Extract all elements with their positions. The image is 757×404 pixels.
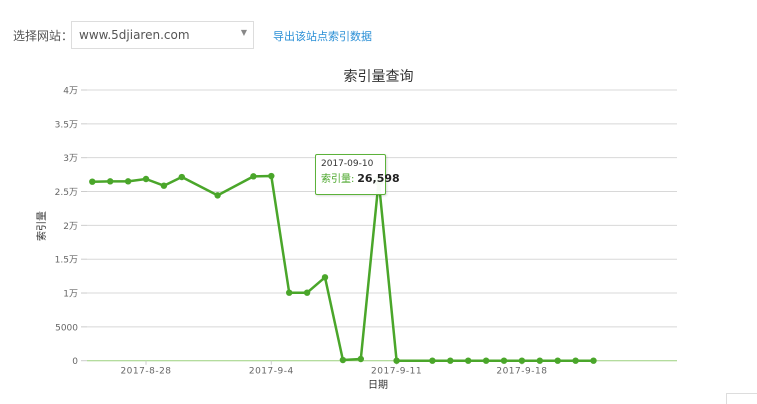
data-point[interactable] xyxy=(339,356,347,364)
data-point[interactable] xyxy=(250,173,257,180)
y-tick-label: 2.5万 xyxy=(55,188,78,198)
x-axis-label: 日期 xyxy=(368,379,388,391)
chevron-down-icon: ▼ xyxy=(240,28,247,37)
y-axis-label: 索引量 xyxy=(35,211,48,241)
tooltip-date: 2017-09-10 xyxy=(321,159,374,169)
data-point[interactable] xyxy=(357,355,364,363)
y-tick-label: 3.5万 xyxy=(55,120,78,130)
x-tick-label: 2017-9-11 xyxy=(371,367,422,377)
x-tick-label: 2017-9-18 xyxy=(496,367,547,377)
site-select-value: www.5djiaren.com xyxy=(79,28,190,42)
tooltip-series-name: 索引量: xyxy=(321,174,355,185)
data-point[interactable] xyxy=(536,357,543,364)
data-point[interactable] xyxy=(160,182,168,189)
data-point[interactable] xyxy=(268,172,275,180)
y-tick-label: 1.5万 xyxy=(55,256,78,266)
data-point[interactable] xyxy=(447,357,454,364)
data-point[interactable] xyxy=(178,173,185,181)
data-point[interactable] xyxy=(303,289,311,296)
site-select[interactable]: www.5djiaren.com ▼ xyxy=(71,21,254,49)
x-tick-label: 2017-9-4 xyxy=(249,367,294,377)
chart-title: 索引量查询 xyxy=(343,69,414,85)
data-point[interactable] xyxy=(107,178,114,185)
y-tick-label: 0 xyxy=(72,357,78,367)
site-select-label: 选择网站： xyxy=(13,29,74,43)
data-point[interactable] xyxy=(89,178,96,185)
x-tick-label: 2017-8-28 xyxy=(120,367,171,377)
toolbar: 选择网站： www.5djiaren.com ▼ 导出该站点索引数据 xyxy=(0,18,757,52)
data-point[interactable] xyxy=(142,175,150,183)
data-point[interactable] xyxy=(214,192,221,199)
data-point[interactable] xyxy=(465,357,472,364)
y-tick-label: 4万 xyxy=(63,87,78,97)
y-tick-label: 1万 xyxy=(63,290,78,300)
data-point[interactable] xyxy=(482,357,490,364)
data-point[interactable] xyxy=(124,178,132,185)
data-point[interactable] xyxy=(321,274,329,281)
corner-widget xyxy=(726,393,757,404)
tooltip-value: 26,598 xyxy=(357,172,400,185)
series-line xyxy=(92,174,594,362)
chart-tooltip: 2017-09-10 索引量: 26,598 xyxy=(315,154,400,195)
export-index-data-link[interactable]: 导出该站点索引数据 xyxy=(273,30,372,43)
data-point[interactable] xyxy=(286,289,293,296)
y-tick-label: 2万 xyxy=(63,222,78,232)
y-tick-label: 3万 xyxy=(63,154,78,164)
data-point[interactable] xyxy=(429,357,436,364)
y-tick-label: 5000 xyxy=(55,323,78,333)
data-point[interactable] xyxy=(500,357,508,364)
data-point[interactable] xyxy=(393,357,400,364)
data-point[interactable] xyxy=(590,357,597,364)
data-point[interactable] xyxy=(518,357,526,364)
data-point[interactable] xyxy=(572,357,579,364)
data-point[interactable] xyxy=(554,357,561,364)
